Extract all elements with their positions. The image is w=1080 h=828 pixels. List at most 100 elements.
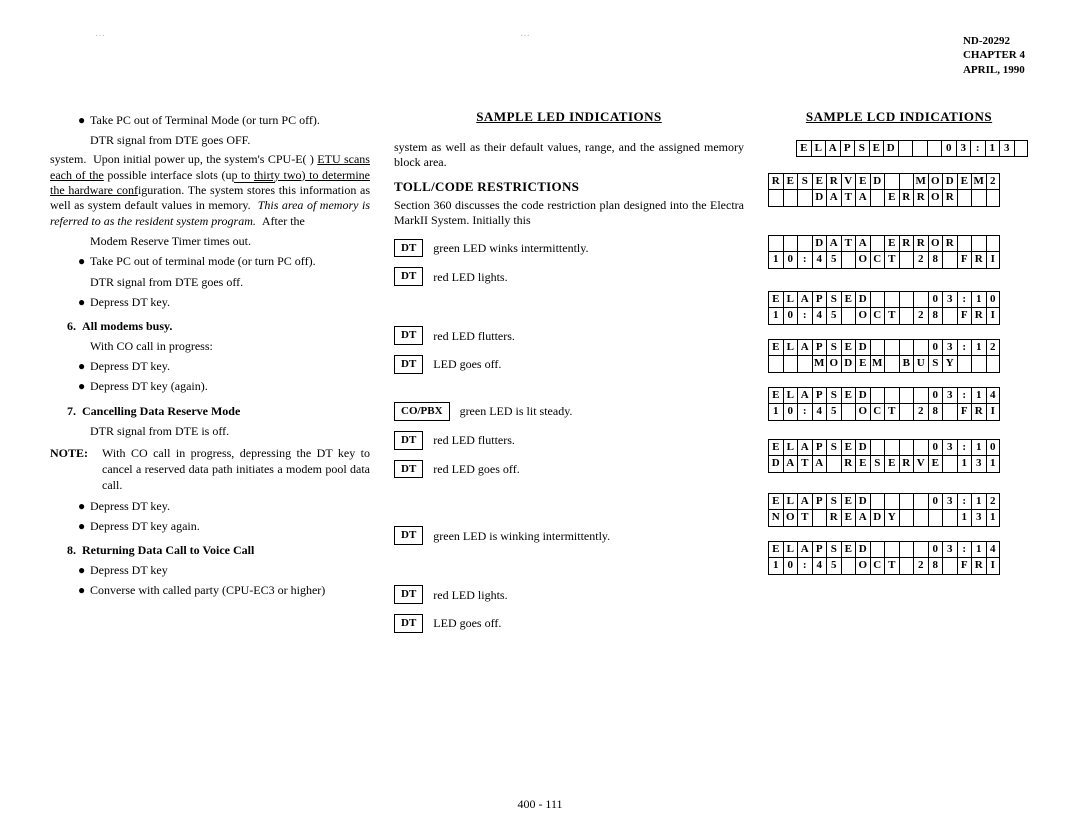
lcd-cell: T (841, 190, 856, 207)
lcd-cell: S (797, 173, 812, 190)
lcd-cell: A (855, 190, 870, 207)
lcd-cell: L (811, 140, 826, 157)
lcd-cell: 5 (826, 404, 841, 421)
toll-heading: TOLL/CODE RESTRICTIONS (394, 178, 744, 196)
lcd-cell: 5 (826, 252, 841, 269)
artifact: ··· (95, 30, 105, 44)
led-description: red LED flutters. (433, 328, 515, 344)
doc-id: ND-20292 (963, 34, 1025, 48)
lcd-row: 10:45OCT28FRI (768, 308, 1030, 325)
lcd-cell: 1 (985, 140, 1000, 157)
lcd-cell: 0 (783, 558, 798, 575)
lcd-cell: 1 (971, 439, 986, 456)
lcd-cell (899, 541, 914, 558)
lcd-list: ELAPSED03:13RESERVEDMODEM2DATAERRORDATAE… (768, 140, 1030, 575)
lcd-cell (841, 558, 856, 575)
lcd-cell: A (855, 510, 870, 527)
lcd-cell (783, 190, 798, 207)
lcd-cell: 4 (812, 558, 827, 575)
list-item: ●Depress DT key again. (78, 518, 370, 534)
lcd-cell (942, 558, 957, 575)
lcd-cell: 3 (942, 291, 957, 308)
lcd-cell: 1 (768, 308, 783, 325)
lcd-cell: T (884, 558, 899, 575)
lcd-row: 10:45OCT28FRI (768, 252, 1030, 269)
lcd-cell: R (971, 404, 986, 421)
chapter: CHAPTER 4 (963, 48, 1025, 62)
led-heading: SAMPLE LED INDICATIONS (394, 108, 744, 126)
lcd-cell (884, 541, 899, 558)
lcd-cell: A (797, 291, 812, 308)
lcd-cell: 0 (928, 439, 943, 456)
lcd-cell: D (768, 456, 783, 473)
lcd-cell: A (825, 140, 840, 157)
lcd-cell: P (812, 291, 827, 308)
numbered-item: 7.Cancelling Data Reserve Mode (60, 403, 370, 419)
led-key-box: DT (394, 355, 423, 374)
lcd-cell: 1 (957, 510, 972, 527)
overprint-fragment: Section 360 discusses the code restricti… (394, 198, 744, 229)
led-row: CO/PBXgreen LED is lit steady. (394, 402, 744, 421)
lcd-row: ELAPSED03:14 (768, 541, 1030, 558)
lcd-cell: E (812, 173, 827, 190)
lcd-cell: 8 (928, 252, 943, 269)
lcd-cell: 3 (956, 140, 971, 157)
lcd-row: DATAERROR (768, 235, 1030, 252)
list-item: ●Depress DT key (again). (78, 378, 370, 394)
lcd-cell: C (870, 308, 885, 325)
lcd-cell (768, 190, 783, 207)
lcd-cell (899, 439, 914, 456)
lcd-cell: E (768, 291, 783, 308)
lcd-cell (884, 387, 899, 404)
lcd-cell: 3 (999, 140, 1014, 157)
led-description: green LED is lit steady. (460, 403, 573, 419)
lcd-cell: V (913, 456, 928, 473)
lcd-cell: 0 (941, 140, 956, 157)
lcd-cell: 3 (971, 510, 986, 527)
led-description: red LED goes off. (433, 461, 519, 477)
lcd-cell: 0 (928, 541, 943, 558)
lcd-cell (884, 173, 899, 190)
lcd-cell: 4 (812, 252, 827, 269)
lcd-cell: : (957, 387, 972, 404)
led-row: DTred LED lights. (394, 585, 744, 604)
lcd-cell (884, 356, 899, 373)
lcd-display: ELAPSED03:13 (796, 140, 1030, 157)
lcd-cell (812, 510, 827, 527)
page-header: ND-20292 CHAPTER 4 APRIL, 1990 (963, 34, 1025, 77)
lcd-cell: A (797, 439, 812, 456)
lcd-cell: 1 (971, 339, 986, 356)
lcd-cell: E (957, 173, 972, 190)
lcd-cell: P (812, 493, 827, 510)
lcd-cell: A (797, 339, 812, 356)
led-description: LED goes off. (433, 615, 501, 631)
lcd-cell: 2 (986, 493, 1001, 510)
lcd-cell: O (855, 404, 870, 421)
lcd-cell: 2 (986, 339, 1001, 356)
lcd-cell: D (855, 387, 870, 404)
led-row: DT LED goes off. (394, 614, 744, 633)
lcd-cell: E (884, 456, 899, 473)
lcd-cell: I (986, 558, 1001, 575)
lcd-row: MODEMBUSY (768, 356, 1030, 373)
lcd-cell: 3 (942, 339, 957, 356)
lcd-cell (927, 140, 942, 157)
lcd-cell: E (841, 439, 856, 456)
lcd-cell: 0 (783, 308, 798, 325)
lcd-cell (942, 308, 957, 325)
lcd-cell: T (797, 456, 812, 473)
lcd-cell: 8 (928, 308, 943, 325)
lcd-cell: 0 (783, 252, 798, 269)
lcd-cell (971, 190, 986, 207)
lcd-cell: : (797, 404, 812, 421)
lcd-row: NOTREADY131 (768, 510, 1030, 527)
lcd-cell: M (870, 356, 885, 373)
led-description: red LED lights. (433, 269, 507, 285)
list-item: ●Take PC out of terminal mode (or turn P… (78, 253, 370, 269)
led-key-box: DT (394, 614, 423, 633)
overprint-fragment: system as well as their default values, … (394, 140, 744, 171)
lcd-cell: P (812, 339, 827, 356)
lcd-cell: 5 (826, 558, 841, 575)
list-item: ●Take PC out of Terminal Mode (or turn P… (78, 112, 370, 128)
lcd-cell: 3 (942, 541, 957, 558)
